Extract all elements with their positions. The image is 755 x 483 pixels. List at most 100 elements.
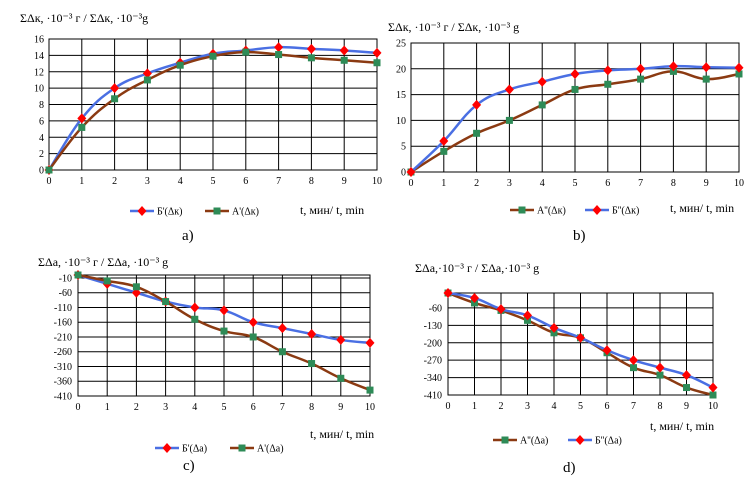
y-tick-label: -110 — [54, 303, 72, 314]
x-tick-label: 9 — [684, 401, 689, 412]
panel-caption: b) — [573, 228, 586, 244]
y-tick-label: -210 — [54, 332, 72, 343]
y-tick-label: -410 — [54, 392, 72, 403]
data-point — [440, 147, 448, 155]
data-point — [103, 277, 111, 285]
data-point — [636, 63, 646, 74]
x-tick-label: 6 — [243, 176, 248, 187]
y-tick-label: 20 — [396, 64, 406, 75]
legend-item: Б''(Δа) — [568, 435, 622, 447]
data-point — [365, 337, 375, 348]
y-tick-label: 10 — [34, 84, 44, 95]
data-point — [604, 80, 612, 88]
series-1 — [406, 61, 744, 177]
x-tick-label: 3 — [525, 401, 530, 412]
y-tick-label: 16 — [34, 35, 44, 46]
data-point — [549, 322, 559, 333]
data-point — [496, 304, 506, 315]
data-point — [306, 43, 316, 54]
data-point — [683, 384, 690, 392]
legend-marker — [501, 436, 509, 444]
data-point — [111, 95, 119, 103]
y-tick-label: 4 — [39, 133, 44, 144]
data-point — [602, 345, 612, 356]
x-tick-label: 7 — [638, 178, 643, 189]
x-tick-label: 0 — [409, 178, 414, 189]
x-tick-label: 2 — [474, 178, 479, 189]
legend-item: Б''(Δк) — [585, 205, 639, 217]
x-tick-label: 10 — [365, 402, 375, 413]
y-tick-label: 8 — [39, 100, 44, 111]
data-point — [637, 75, 645, 83]
x-tick-label: 10 — [734, 178, 744, 189]
data-point — [505, 116, 513, 124]
data-point — [538, 101, 546, 109]
x-axis-title: t, мин/ t, min — [310, 427, 374, 441]
data-point — [504, 84, 514, 95]
legend-label: Б'(Δа) — [182, 444, 207, 455]
legend-marker — [137, 206, 147, 216]
data-point — [307, 54, 315, 62]
panel-caption: d) — [563, 460, 576, 476]
x-tick-label: 7 — [631, 401, 636, 412]
y-axis-title: ΣΔк, ·10⁻³ г / ΣΔк, ·10⁻³ g — [388, 20, 519, 34]
data-point — [219, 305, 229, 316]
data-point — [278, 348, 286, 356]
x-tick-label: 2 — [112, 176, 117, 187]
data-point — [277, 323, 287, 334]
y-tick-label: 2 — [39, 149, 44, 160]
x-tick-label: 8 — [309, 402, 314, 413]
data-point — [308, 360, 316, 368]
y-tick-label: 12 — [34, 67, 44, 78]
y-tick-label: 0 — [401, 168, 406, 179]
data-point — [655, 362, 665, 373]
x-tick-label: 9 — [704, 178, 709, 189]
chart-panel-d: -410 -340 -270 -200 -130 -60 0 1 2 3 4 5 6 7 8 9 10 ΣΔа,·… — [415, 261, 718, 476]
y-axis-title: ΣΔа,·10⁻³ г / ΣΔа,·10⁻³ g — [415, 261, 539, 275]
data-point — [537, 76, 547, 87]
data-point — [701, 62, 711, 73]
data-point — [372, 47, 382, 58]
legend-label: А'(Δк) — [232, 207, 259, 218]
legend-marker — [518, 206, 526, 214]
series-1 — [443, 288, 718, 393]
data-point — [45, 166, 53, 174]
data-point — [668, 61, 678, 72]
series-1 — [74, 271, 374, 394]
data-point — [702, 75, 710, 83]
data-point — [74, 271, 82, 279]
x-tick-label: 0 — [47, 176, 52, 187]
data-point — [571, 85, 579, 93]
x-tick-label: 0 — [76, 402, 81, 413]
x-tick-label: 9 — [338, 402, 343, 413]
data-point — [110, 83, 120, 94]
x-tick-label: 2 — [499, 401, 504, 412]
legend-label: Б'(Δк) — [157, 207, 183, 218]
x-tick-label: 4 — [192, 402, 197, 413]
legend-item: А'(Δа) — [230, 444, 284, 455]
data-point — [77, 113, 87, 124]
x-tick-label: 5 — [222, 402, 227, 413]
legend-item: А'(Δк) — [205, 207, 259, 218]
x-tick-label: 8 — [671, 178, 676, 189]
legend-item: А''(Δа) — [493, 436, 548, 447]
panel-caption: c) — [183, 458, 195, 474]
data-point — [472, 99, 482, 110]
data-point — [209, 52, 217, 60]
legend-label: Б''(Δк) — [612, 206, 639, 217]
data-point — [220, 327, 228, 335]
x-tick-label: 8 — [309, 176, 314, 187]
y-tick-label: 6 — [39, 116, 44, 127]
data-point — [275, 51, 283, 59]
legend-item: А''(Δк) — [510, 206, 566, 217]
y-tick-label: -200 — [424, 338, 442, 349]
y-tick-label: -60 — [429, 303, 442, 314]
x-tick-label: 8 — [658, 401, 663, 412]
data-point — [248, 317, 258, 328]
x-tick-label: 6 — [251, 402, 256, 413]
data-point — [78, 123, 86, 131]
y-tick-label: 10 — [396, 116, 406, 127]
y-tick-label: 25 — [396, 39, 406, 50]
legend-label: А'(Δа) — [257, 444, 284, 455]
